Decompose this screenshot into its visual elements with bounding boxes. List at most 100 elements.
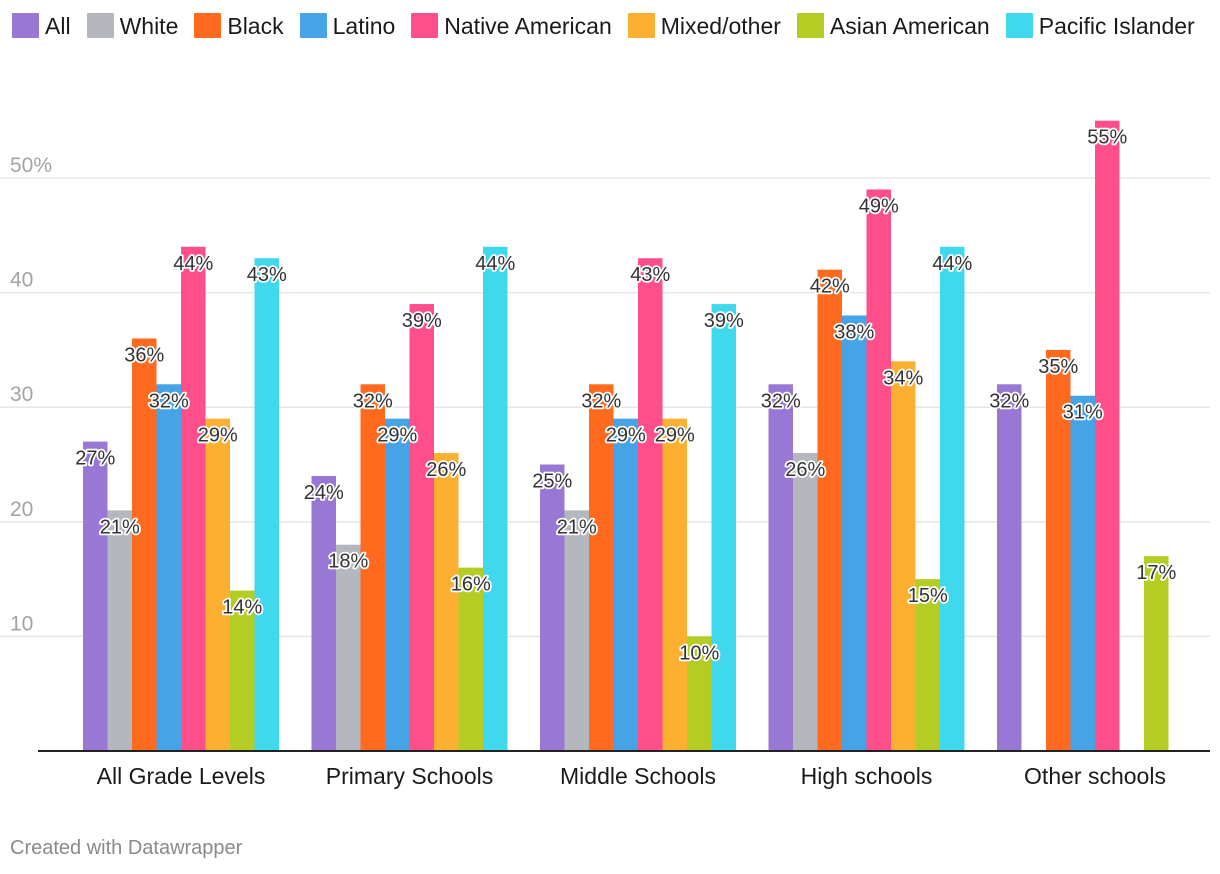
legend-label: Latino xyxy=(332,13,396,39)
data-label: 16% xyxy=(451,574,491,596)
bar xyxy=(1046,349,1071,751)
data-label: 29% xyxy=(655,425,695,447)
data-label: 43% xyxy=(247,264,287,286)
data-label: 10% xyxy=(679,642,719,664)
bar xyxy=(793,453,818,751)
data-label: 27% xyxy=(75,448,115,470)
bar xyxy=(1144,556,1169,751)
bar xyxy=(940,246,965,751)
y-tick-label: 10 xyxy=(10,612,33,635)
data-label: 36% xyxy=(124,344,164,366)
legend-swatch xyxy=(194,13,222,38)
legend-swatch xyxy=(12,13,39,38)
bar xyxy=(132,338,157,751)
x-category-label: High schools xyxy=(801,763,933,789)
legend-item: Asian American xyxy=(796,8,990,44)
legend-swatch xyxy=(1005,13,1033,38)
data-label: 29% xyxy=(606,425,646,447)
data-label: 44% xyxy=(475,253,515,275)
x-category-label: All Grade Levels xyxy=(97,763,266,789)
legend-label: Asian American xyxy=(829,13,990,39)
bar xyxy=(205,418,230,751)
y-tick-label: 40 xyxy=(10,269,33,292)
y-tick-label: 50% xyxy=(10,154,52,177)
legend-label: Mixed/other xyxy=(660,13,781,39)
x-category-label: Other schools xyxy=(1024,763,1166,789)
bar xyxy=(613,418,638,751)
y-tick-label: 30 xyxy=(10,383,33,406)
data-label: 42% xyxy=(810,276,850,298)
data-label: 31% xyxy=(1063,402,1103,424)
bar xyxy=(434,453,459,751)
legend-swatch xyxy=(299,13,327,38)
data-label: 26% xyxy=(426,459,466,481)
data-label: 38% xyxy=(834,322,874,344)
bar xyxy=(483,246,508,751)
bar xyxy=(107,510,132,751)
bar xyxy=(181,246,206,751)
legend-item: White xyxy=(86,8,179,44)
data-label: 34% xyxy=(883,367,923,389)
data-label: 44% xyxy=(932,253,972,275)
data-label: 43% xyxy=(630,264,670,286)
data-label: 35% xyxy=(1038,356,1078,378)
bar xyxy=(385,418,410,751)
legend-swatch xyxy=(796,13,824,38)
bar xyxy=(311,475,336,751)
data-label: 49% xyxy=(859,195,899,217)
data-label: 17% xyxy=(1136,562,1176,584)
bar xyxy=(997,384,1022,751)
legend-label: White xyxy=(119,13,179,39)
bar xyxy=(842,315,867,751)
bar xyxy=(1095,120,1120,751)
bar xyxy=(83,441,108,751)
bar xyxy=(768,384,793,751)
bar xyxy=(360,384,385,751)
bar xyxy=(891,361,916,751)
data-label: 32% xyxy=(761,390,801,412)
legend-swatch xyxy=(627,13,655,38)
data-label: 15% xyxy=(908,585,948,607)
bar xyxy=(866,189,891,751)
bar xyxy=(638,258,663,751)
data-label: 32% xyxy=(149,390,189,412)
legend-swatch xyxy=(411,13,439,38)
legend-label: Pacific Islander xyxy=(1038,13,1195,39)
bar xyxy=(409,304,434,751)
bar xyxy=(817,269,842,751)
bar xyxy=(662,418,687,751)
bar xyxy=(1070,395,1095,751)
bar xyxy=(915,579,940,751)
bar xyxy=(540,464,565,751)
data-label: 18% xyxy=(328,551,368,573)
bar xyxy=(156,384,181,751)
chart-legend: All White Black Latino Native American Mixed/… xyxy=(12,8,1212,44)
data-label: 25% xyxy=(532,471,572,493)
data-label: 55% xyxy=(1087,127,1127,149)
legend-label: All xyxy=(45,13,71,39)
legend-item: Mixed/other xyxy=(627,8,781,44)
data-label: 39% xyxy=(402,310,442,332)
credit-text: Created with Datawrapper xyxy=(10,837,243,859)
data-label: 32% xyxy=(989,390,1029,412)
data-label: 24% xyxy=(304,482,344,504)
legend-item: Native American xyxy=(411,8,612,44)
data-label: 21% xyxy=(100,516,140,538)
legend-item: Latino xyxy=(299,8,396,44)
data-label: 32% xyxy=(581,390,621,412)
x-category-label: Middle Schools xyxy=(560,763,716,789)
y-tick-label: 20 xyxy=(10,498,33,521)
data-label: 39% xyxy=(704,310,744,332)
x-category-label: Primary Schools xyxy=(326,763,493,789)
data-label: 29% xyxy=(377,425,417,447)
legend-item: All xyxy=(12,8,71,44)
bar xyxy=(230,590,255,751)
bar xyxy=(254,258,279,751)
bar xyxy=(711,304,736,751)
legend-label: Native American xyxy=(444,13,612,39)
data-label: 44% xyxy=(173,253,213,275)
bar xyxy=(336,544,361,751)
data-label: 14% xyxy=(222,597,262,619)
data-label: 32% xyxy=(353,390,393,412)
